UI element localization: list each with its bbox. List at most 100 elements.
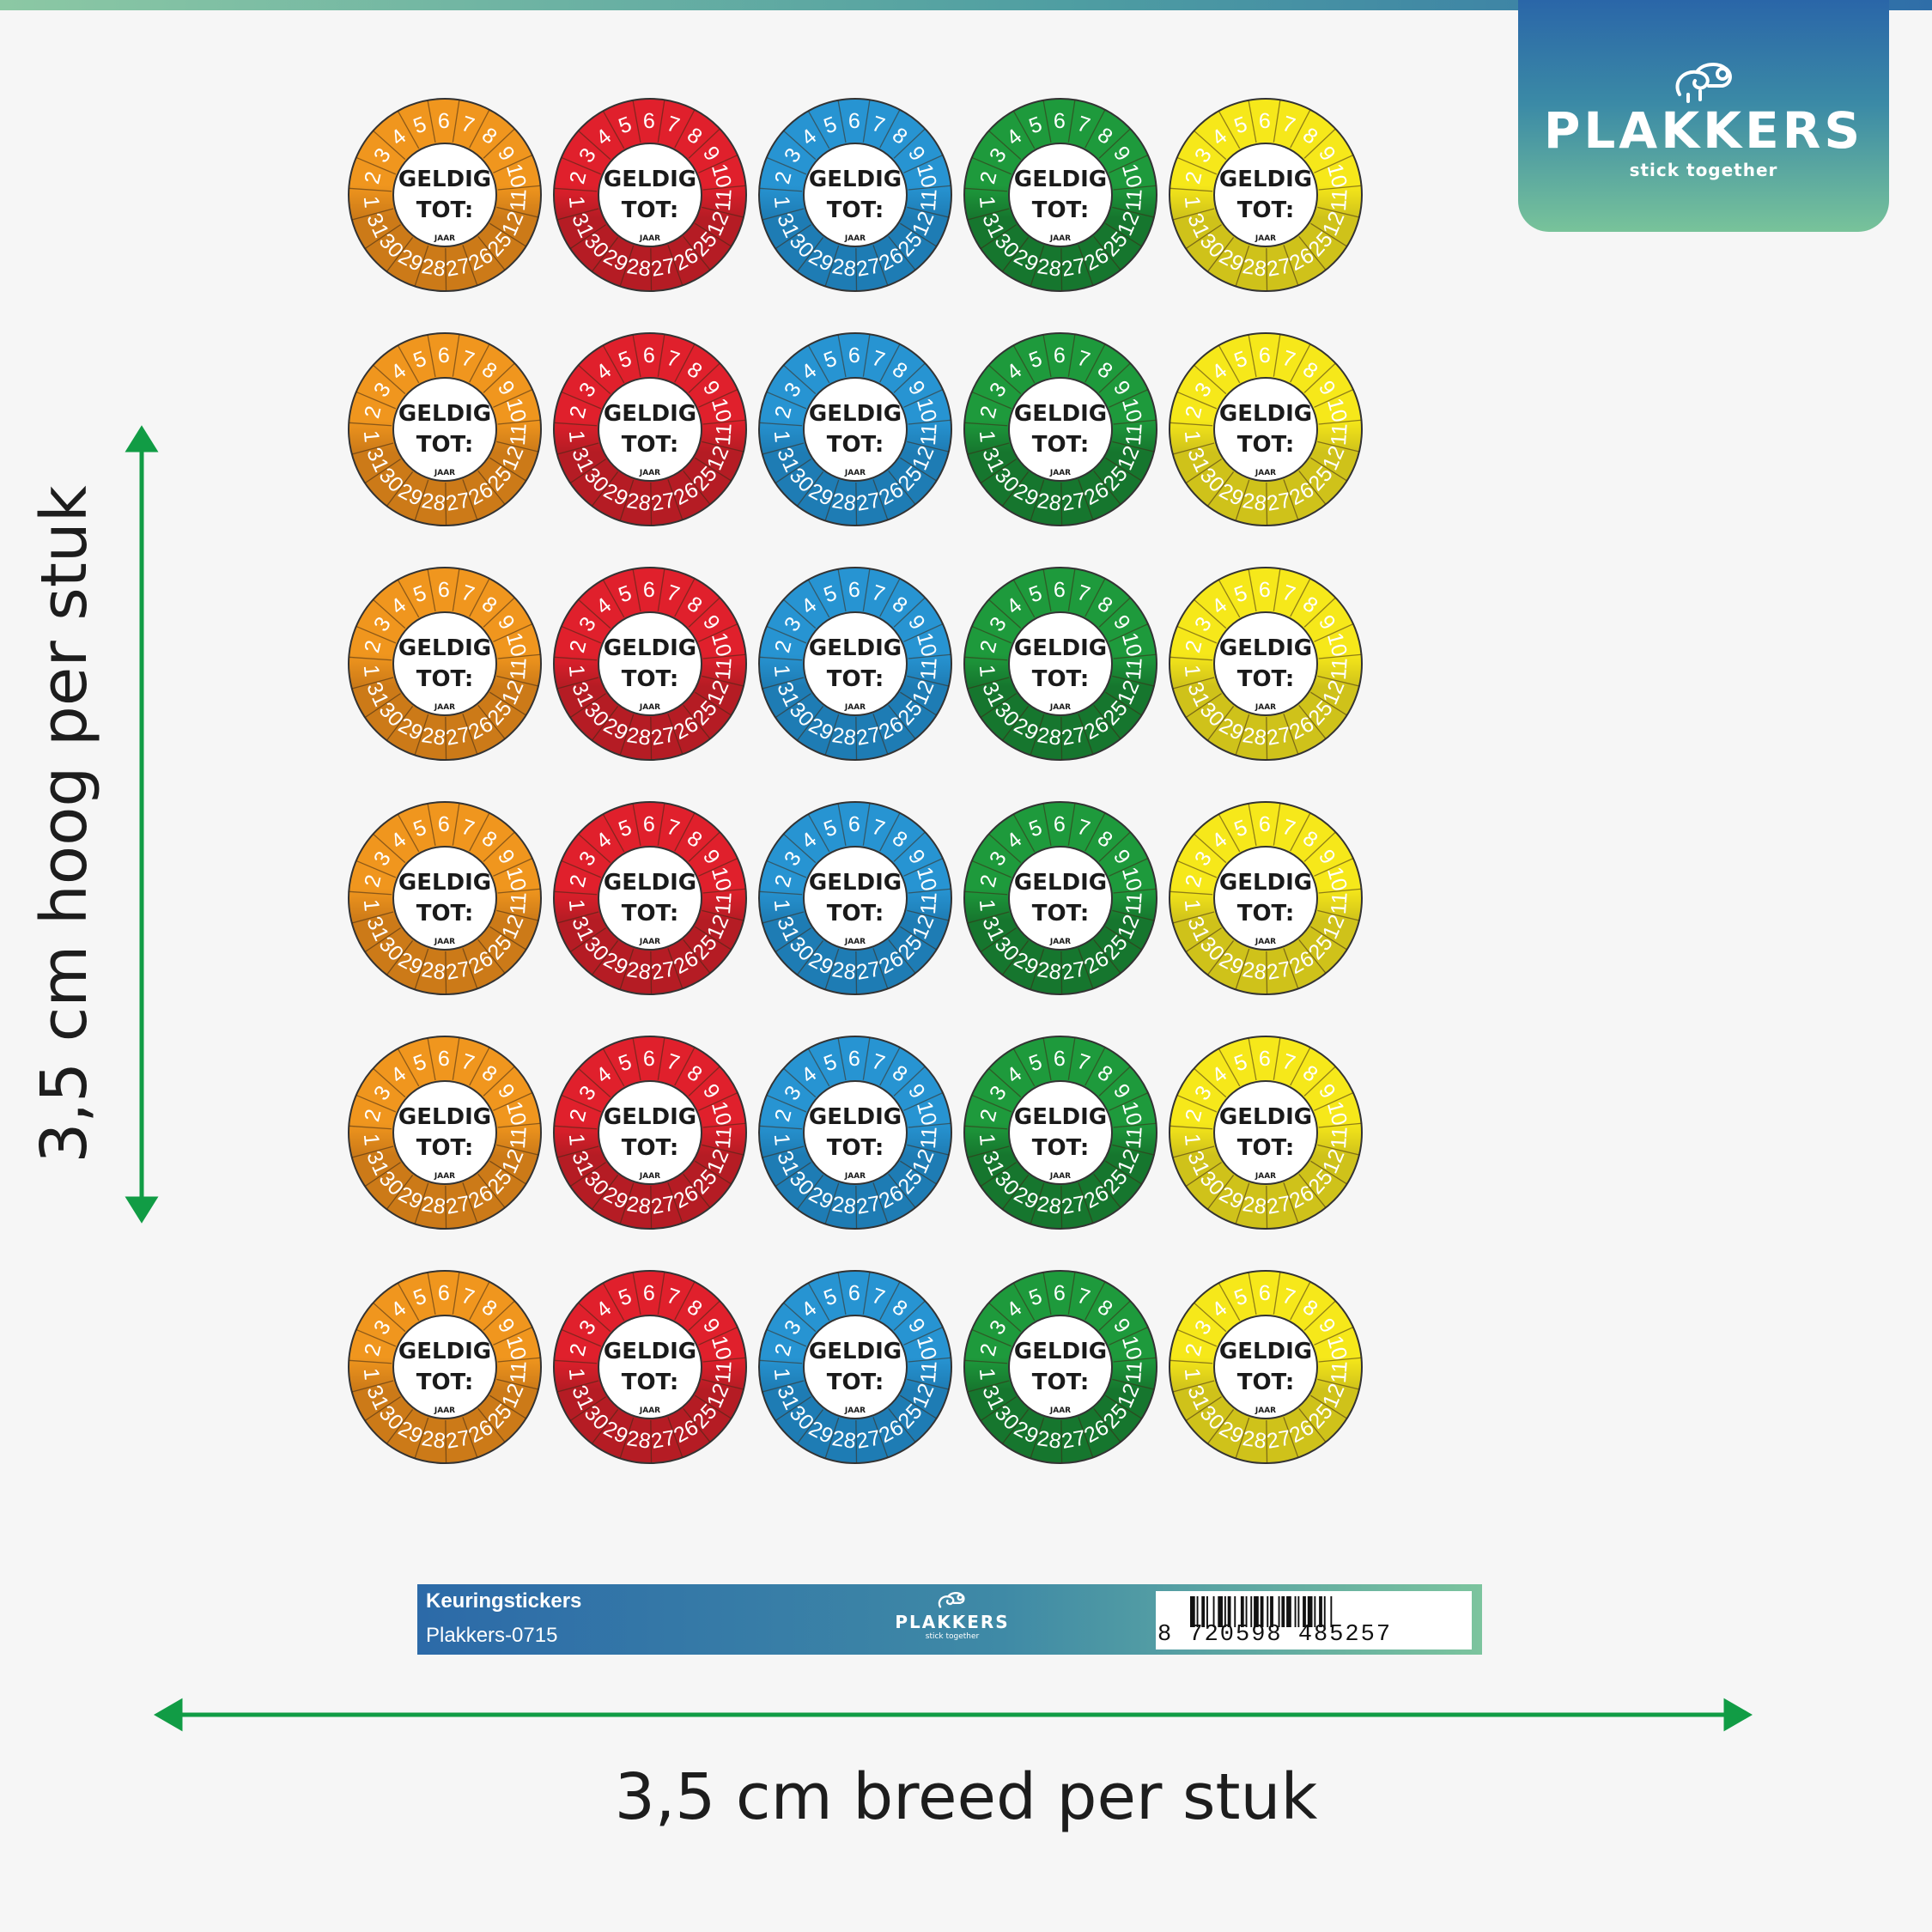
sticker-number: 27 [649,722,677,750]
sticker-title-line1: GELDIG [809,401,902,427]
sticker-title-line1: GELDIG [1219,870,1312,896]
sticker-number: 27 [1265,1191,1292,1219]
sticker-number: 2 [1181,872,1206,890]
sticker-number: 11 [1327,891,1352,915]
sticker-number: 1 [769,195,794,210]
sticker-number: 2 [975,404,1001,421]
sticker-title-line2: TOT: [416,197,474,223]
sticker-title-line2: TOT: [622,901,679,927]
sticker-title-line2: TOT: [827,1370,884,1395]
sticker-number: 28 [1036,489,1063,516]
sticker-number: 11 [711,657,737,681]
sticker-number: 6 [848,812,860,836]
sticker-number: 6 [1054,812,1066,836]
sticker-title-line2: TOT: [416,901,474,927]
sticker-title-line2: TOT: [622,666,679,692]
barcode-bar [1212,1596,1215,1627]
sticker-number: 2 [565,1107,591,1124]
sheet-footer: Keuringstickers Plakkers-0715 PLAKKERS s… [417,1584,1482,1655]
sticker-number: 2 [1181,169,1206,186]
barcode-bar [1224,1596,1226,1627]
sticker-number: 6 [1259,578,1271,602]
sticker-number: 28 [420,723,447,750]
sticker-title-line1: GELDIG [1219,635,1312,661]
sticker-year-label: JAAR [1049,234,1071,243]
sticker-number: 2 [770,169,796,186]
sticker-title-line1: GELDIG [1014,167,1107,192]
sticker-title-line1: GELDIG [604,1104,696,1130]
sticker-number: 1 [359,429,384,444]
sticker-title-line1: GELDIG [398,1104,491,1130]
sticker-year-label: JAAR [844,703,866,712]
sticker-number: 11 [1121,422,1147,447]
sticker-number: 11 [1327,657,1352,681]
sticker-number: 28 [420,489,447,516]
sticker-title-line1: GELDIG [1014,870,1107,896]
sticker-title-line2: TOT: [827,666,884,692]
sticker-number: 1 [769,1133,794,1147]
sticker-number: 27 [1265,253,1292,282]
sticker-number: 28 [420,1426,447,1454]
sticker-number: 28 [1241,489,1268,516]
sticker-number: 1 [1180,664,1205,678]
sticker-title-line2: TOT: [416,666,474,692]
sticker-number: 11 [711,1360,737,1384]
barcode-bar [1234,1596,1236,1627]
sticker-number: 28 [625,723,653,750]
sticker-number: 2 [360,404,386,421]
sticker-title-line1: GELDIG [604,635,696,661]
sticker-number: 11 [1121,1126,1147,1150]
sticker-number: 27 [1060,1191,1087,1219]
sticker-title-line2: TOT: [827,901,884,927]
sticker-number: 11 [1327,1360,1352,1384]
sticker-title-line2: TOT: [1032,432,1090,458]
barcode-bar [1227,1596,1231,1627]
sticker-number: 2 [360,872,386,890]
sticker-number: 28 [830,489,858,516]
sticker-number: 6 [438,812,450,836]
sticker-year-label: JAAR [639,703,660,712]
sticker-number: 2 [975,169,1001,186]
sticker-number: 6 [1259,1047,1271,1071]
sticker-number: 28 [625,1192,653,1219]
barcode-bar [1323,1596,1326,1627]
sticker-number: 27 [444,1191,471,1219]
sticker-year-label: JAAR [1255,234,1276,243]
brand-logo-tab: PLAKKERS stick together [1518,0,1889,232]
sticker-title-line2: TOT: [622,1135,679,1161]
sticker-number: 6 [1259,343,1271,368]
barcode-digits: 8 720598 485257 [1157,1622,1393,1648]
sticker-number: 1 [564,429,589,444]
arrow-left-icon [153,1698,183,1732]
sticker-number: 11 [506,1360,532,1384]
barcode-bars [1190,1596,1333,1627]
sticker-year-label: JAAR [1255,1172,1276,1181]
sticker-number: 28 [830,957,858,985]
sticker-title-line2: TOT: [1237,1370,1295,1395]
barcode-bar [1330,1596,1333,1627]
sticker-number: 11 [506,188,532,212]
sticker-number: 28 [830,254,858,282]
sticker-title-line2: TOT: [1032,666,1090,692]
barcode-bar [1196,1596,1199,1627]
sticker-number: 27 [854,488,882,516]
sticker-title-line1: GELDIG [398,635,491,661]
sticker-number: 6 [643,343,655,368]
sticker-number: 1 [564,195,589,210]
sticker-title-line1: GELDIG [604,167,696,192]
sticker-year-label: JAAR [639,234,660,243]
sticker-number: 27 [1265,722,1292,750]
sticker-number: 27 [649,1191,677,1219]
sticker-title-line1: GELDIG [1014,401,1107,427]
sticker-number: 28 [420,957,447,985]
barcode-bar [1270,1596,1273,1627]
sticker-year-label: JAAR [434,234,455,243]
